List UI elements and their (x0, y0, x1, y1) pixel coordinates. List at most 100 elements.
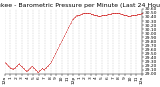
Point (66, 28, 68, 30)
Point (41, 68, 44, 69)
Point (122, 14, 124, 15)
Point (77, 15, 80, 16)
Point (26, 70, 28, 72)
Point (123, 14, 126, 16)
Point (115, 12, 117, 13)
Point (37, 71, 40, 72)
Point (108, 13, 111, 14)
Point (81, 13, 83, 14)
Point (18, 63, 20, 65)
Point (10, 68, 13, 69)
Point (30, 66, 33, 67)
Point (92, 14, 95, 15)
Point (10, 68, 13, 69)
Point (45, 66, 48, 67)
Point (99, 15, 102, 16)
Point (132, 14, 135, 16)
Point (39, 69, 41, 71)
Point (139, 13, 141, 14)
Point (40, 68, 43, 69)
Point (106, 13, 109, 15)
Point (131, 15, 134, 16)
Point (35, 70, 38, 72)
Point (4, 62, 6, 63)
Point (32, 67, 35, 69)
Point (43, 68, 45, 70)
Point (8, 66, 11, 67)
Point (28, 67, 31, 69)
Point (49, 62, 52, 63)
Point (126, 15, 129, 16)
Point (15, 65, 17, 67)
Point (20, 66, 23, 67)
Point (83, 12, 85, 14)
Point (116, 12, 119, 14)
Point (4, 62, 7, 64)
Point (140, 13, 142, 14)
Point (27, 69, 29, 70)
Point (28, 68, 30, 69)
Point (88, 13, 90, 14)
Point (82, 12, 85, 14)
Point (65, 31, 67, 32)
Point (44, 67, 46, 69)
Point (79, 14, 81, 15)
Point (120, 13, 123, 14)
Point (91, 13, 93, 15)
Point (90, 13, 93, 14)
Point (118, 13, 121, 14)
Point (116, 12, 118, 14)
Point (36, 70, 38, 72)
Point (66, 28, 69, 29)
Point (16, 64, 18, 66)
Point (73, 16, 76, 18)
Point (35, 70, 37, 71)
Point (87, 12, 89, 14)
Point (129, 15, 131, 16)
Point (87, 12, 90, 14)
Point (57, 45, 60, 47)
Point (80, 13, 82, 14)
Point (29, 67, 31, 68)
Point (117, 12, 120, 14)
Point (128, 15, 131, 16)
Point (77, 15, 79, 16)
Point (90, 13, 93, 14)
Point (120, 13, 122, 14)
Point (37, 70, 40, 72)
Point (6, 64, 8, 65)
Point (69, 22, 72, 23)
Point (35, 69, 37, 71)
Point (74, 16, 76, 17)
Point (70, 19, 73, 21)
Point (97, 15, 100, 16)
Point (126, 15, 128, 16)
Point (95, 15, 97, 16)
Point (16, 64, 19, 65)
Point (5, 63, 7, 64)
Point (121, 13, 124, 15)
Point (38, 70, 40, 72)
Point (92, 13, 94, 15)
Point (74, 15, 77, 17)
Point (21, 66, 24, 68)
Point (17, 63, 20, 64)
Point (139, 13, 142, 14)
Point (19, 65, 22, 66)
Point (127, 15, 130, 16)
Point (134, 14, 136, 15)
Point (89, 13, 92, 14)
Point (135, 14, 138, 15)
Point (11, 68, 13, 69)
Point (96, 15, 99, 16)
Point (114, 12, 117, 13)
Point (139, 13, 142, 14)
Point (34, 68, 36, 70)
Point (104, 14, 107, 15)
Point (99, 15, 102, 16)
Point (103, 14, 106, 16)
Point (126, 15, 128, 16)
Point (92, 14, 95, 15)
Point (110, 13, 113, 14)
Point (44, 67, 47, 68)
